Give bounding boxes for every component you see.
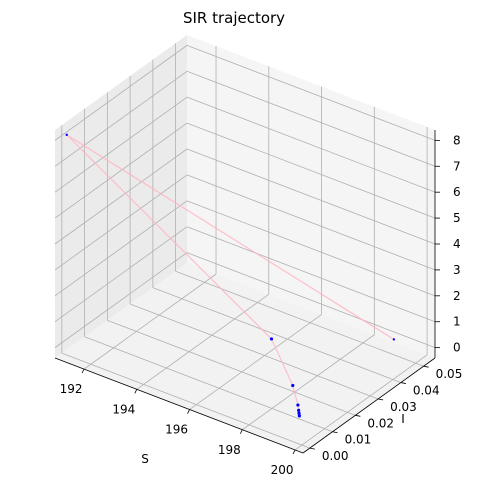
x-axis-label: S	[141, 452, 149, 466]
z-tick-label: 5	[453, 211, 461, 225]
z-grid-back	[186, 122, 436, 219]
grid-lines	[54, 43, 436, 451]
z-tick-label: 0	[453, 341, 461, 355]
trajectory-point	[296, 403, 300, 407]
z-grid-left	[54, 200, 188, 297]
x-tick-label: 198	[218, 443, 241, 457]
x-tick-mark	[134, 389, 138, 394]
z-grid-left	[54, 70, 188, 167]
z-grid-left	[54, 148, 188, 245]
z-grid-back	[186, 96, 436, 193]
x-tick-mark	[81, 368, 85, 374]
trajectory-point	[297, 414, 301, 418]
x-grid-floor	[136, 294, 270, 390]
z-tick-label: 4	[453, 237, 461, 251]
x-tick-label: 192	[60, 382, 83, 396]
z-grid-back	[186, 44, 436, 141]
z-tick-label: 8	[453, 133, 461, 147]
y-tick-mark	[423, 365, 429, 368]
z-grid-back	[186, 252, 436, 349]
y-axis-line	[302, 357, 436, 454]
x-tick-mark	[239, 429, 243, 434]
y-tick-mark	[332, 431, 338, 434]
y-tick-mark	[378, 398, 384, 401]
z-grid-back	[186, 70, 436, 167]
x-grid-floor	[189, 314, 322, 410]
y-tick-label: 0.02	[367, 416, 394, 430]
y-tick-label: 0.03	[390, 400, 417, 414]
y-tick-label: 0.04	[413, 384, 440, 398]
z-tick-label: 7	[453, 159, 461, 173]
chart-title: SIR trajectory	[183, 9, 285, 27]
y-grid-floor	[107, 319, 356, 416]
z-grid-left	[54, 252, 188, 348]
x-tick-mark	[292, 449, 296, 455]
y-grid-floor	[175, 270, 424, 367]
z-grid-back	[186, 226, 436, 323]
y-axis-label: I	[401, 412, 405, 426]
y-tick-label: 0.01	[345, 433, 372, 447]
z-tick-label: 1	[453, 315, 461, 329]
x-grid-floor	[294, 354, 428, 451]
y-grid-floor	[84, 336, 333, 433]
y-tick-mark	[309, 447, 315, 450]
axes	[54, 130, 440, 455]
y-tick-label: 0.00	[322, 449, 349, 463]
floor-pane	[55, 263, 435, 453]
x-axis-line	[54, 357, 304, 454]
trajectory-point	[392, 338, 396, 341]
x-grid-floor	[83, 273, 217, 370]
z-tick-label: 2	[453, 289, 461, 303]
x-tick-label: 196	[165, 423, 188, 437]
x-tick-label: 194	[112, 402, 135, 416]
y-tick-label: 0.05	[436, 367, 463, 381]
y-tick-mark	[355, 414, 361, 417]
trajectory-series	[65, 133, 396, 418]
z-grid-left	[54, 174, 188, 271]
x-tick-mark	[187, 409, 190, 414]
trajectory-point	[269, 337, 274, 341]
z-grid-left	[54, 226, 188, 323]
z-grid-left	[54, 45, 188, 141]
trajectory-point	[297, 411, 301, 415]
y-tick-mark	[400, 382, 406, 384]
z-tick-label: 3	[453, 263, 461, 277]
y-grid-floor	[61, 352, 310, 449]
x-grid-floor	[242, 334, 375, 431]
trajectory-point	[65, 133, 68, 137]
x-tick-label: 200	[271, 463, 294, 477]
trajectory-point	[291, 383, 295, 388]
z-grid-back	[186, 200, 436, 297]
z-tick-label: 6	[453, 185, 461, 199]
y-grid-floor	[129, 303, 379, 400]
z-grid-left	[54, 122, 188, 219]
y-grid-floor	[152, 287, 402, 383]
z-grid-back	[186, 174, 436, 271]
trajectory-point	[297, 408, 301, 412]
z-grid-back	[186, 148, 436, 245]
z-grid-left	[54, 96, 188, 193]
tick-labels: 192 194 196 198 200 0.00 0.01 0.02 0.03 0.04 0.05 0…	[60, 133, 463, 477]
